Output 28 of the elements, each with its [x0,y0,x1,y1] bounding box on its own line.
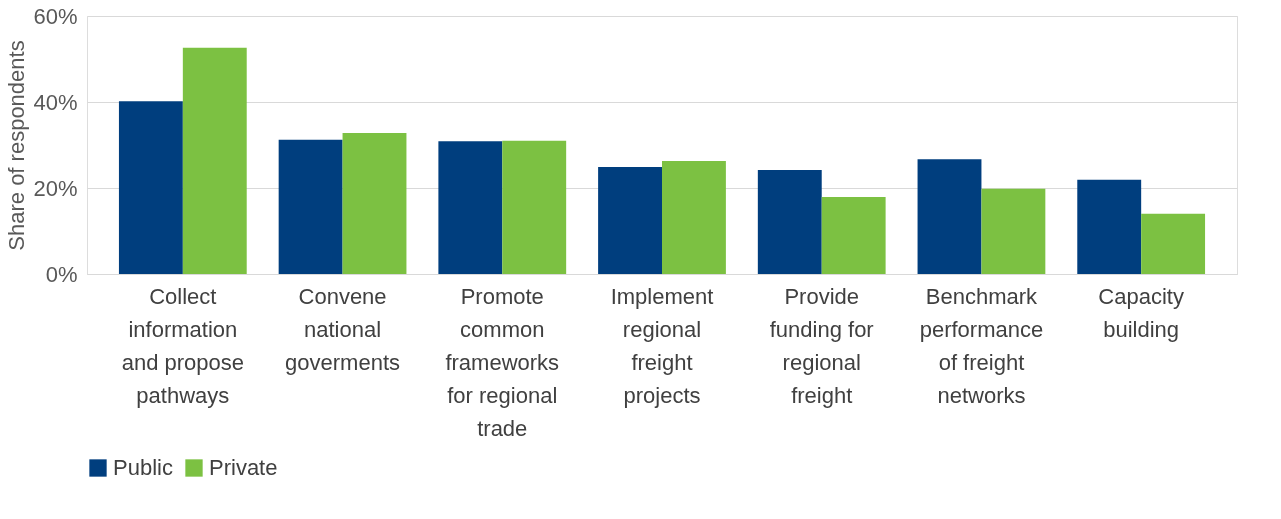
bar [598,166,662,274]
bar [917,159,982,274]
x-tick-label: Promote common frameworks for regional trade [445,283,560,441]
bar [182,47,247,274]
x-tick-label: Convene national goverments [285,283,401,375]
x-tick-label: Collect information and propose pathways [121,283,244,408]
bar [662,160,726,274]
y-tick-label: 0% [45,261,78,287]
bar [981,188,1046,274]
x-tick-label: Capacity building [1098,283,1184,342]
y-axis-title: Share of respondents [4,40,30,251]
y-tick-label: 40% [33,89,78,115]
legend-label: Public [113,455,173,480]
bar [118,101,183,274]
x-tick-label: Provide funding for regional freight [769,283,874,408]
bar [278,139,343,274]
bar [821,197,886,274]
bar [438,141,503,274]
bar [1077,179,1142,274]
bar [757,169,822,274]
x-tick-label: Benchmark performance of freight networks [919,283,1044,408]
bar [502,140,567,274]
bar [1141,213,1206,274]
y-tick-label: 60% [33,3,78,29]
y-tick-label: 20% [33,175,78,201]
x-tick-label: Implement regional freight projects [610,283,714,408]
legend-label: Private [209,455,278,480]
bar [342,132,407,274]
